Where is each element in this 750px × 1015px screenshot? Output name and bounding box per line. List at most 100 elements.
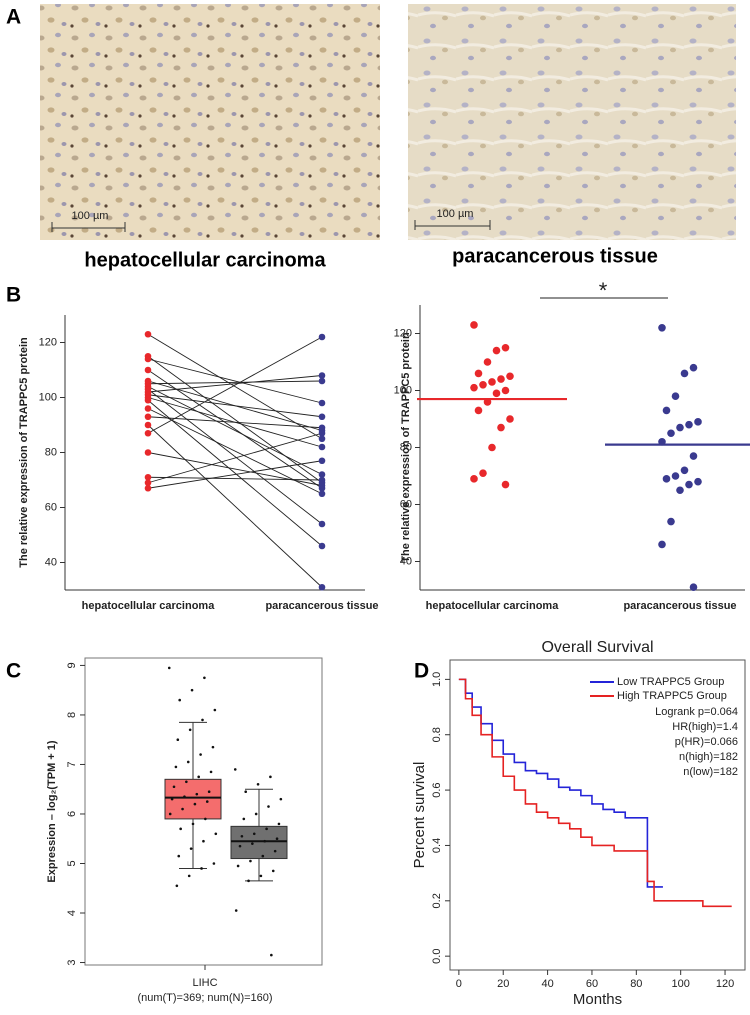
x-tick-label: hepatocellular carcinoma xyxy=(82,600,216,612)
y-tick-label: 1.0 xyxy=(431,672,443,687)
point xyxy=(277,822,281,826)
point xyxy=(265,827,268,831)
scale-bar-label: 100 µm xyxy=(72,210,109,222)
pair-line xyxy=(147,386,323,475)
image-caption: hepatocellular carcinoma xyxy=(84,249,326,271)
point xyxy=(213,708,217,712)
x-tick-label: 0 xyxy=(456,978,462,990)
y-tick-label: 120 xyxy=(39,336,57,348)
dot xyxy=(506,372,514,381)
x-tick-label: 120 xyxy=(716,978,734,990)
y-tick-label: 0.6 xyxy=(431,782,443,797)
x-tick-label: 60 xyxy=(586,978,598,990)
dot xyxy=(497,375,505,383)
dot xyxy=(689,452,698,460)
y-tick-label: 100 xyxy=(394,384,412,396)
y-tick-label: 8 xyxy=(66,712,78,718)
dot xyxy=(318,520,326,528)
y-tick-label: 5 xyxy=(66,860,78,866)
dot xyxy=(318,542,326,550)
box xyxy=(230,825,288,860)
dot xyxy=(144,479,152,487)
dot xyxy=(470,383,478,392)
dot xyxy=(474,369,483,378)
dot xyxy=(680,466,689,475)
y-tick-label: 40 xyxy=(45,556,57,568)
point xyxy=(212,862,216,865)
point xyxy=(256,782,260,786)
point xyxy=(202,839,205,843)
dot xyxy=(318,443,326,451)
dot xyxy=(144,449,152,456)
y-tick-label: 80 xyxy=(45,446,57,458)
x-tick-label: 40 xyxy=(541,978,553,990)
dot xyxy=(685,480,693,489)
dot xyxy=(492,346,501,355)
pair-line xyxy=(147,394,323,418)
dot xyxy=(144,421,152,429)
pair-line xyxy=(147,380,323,385)
dot xyxy=(144,429,152,437)
dot xyxy=(318,482,326,489)
point xyxy=(273,849,277,853)
dot xyxy=(318,413,326,421)
point xyxy=(168,812,172,816)
point xyxy=(251,842,254,845)
panel-label: D xyxy=(414,660,429,683)
y-tick-label: 0.8 xyxy=(431,727,443,742)
plot-frame xyxy=(449,659,746,971)
dot xyxy=(318,471,326,478)
dot xyxy=(671,392,680,401)
point xyxy=(201,718,204,722)
point xyxy=(195,792,199,796)
y-tick-label: 80 xyxy=(400,441,412,453)
dot xyxy=(694,418,702,426)
x-axis-label: LIHC xyxy=(192,977,217,989)
point xyxy=(211,745,215,749)
dot xyxy=(658,540,666,549)
point xyxy=(181,807,184,811)
point xyxy=(199,753,202,756)
significance-mark: * xyxy=(599,278,608,303)
dot xyxy=(318,333,326,341)
x-tick-label: paracancerous tissue xyxy=(265,600,378,612)
dot xyxy=(662,406,671,415)
dot xyxy=(488,443,496,452)
point xyxy=(191,822,195,826)
dot xyxy=(479,381,487,389)
point xyxy=(269,775,272,779)
point xyxy=(189,847,193,850)
dot xyxy=(144,396,152,404)
dot xyxy=(479,469,487,477)
pair-line xyxy=(147,375,323,393)
legend-label: High TRAPPC5 Group xyxy=(617,690,727,702)
dot xyxy=(470,475,478,483)
pair-line xyxy=(147,336,323,434)
dot xyxy=(474,406,483,415)
pair-line xyxy=(147,388,323,525)
point xyxy=(234,909,238,912)
y-tick-label: 0.4 xyxy=(431,838,443,853)
x-tick-label: 80 xyxy=(630,978,642,990)
y-tick-label: 100 xyxy=(39,391,57,403)
stat-annotation: Logrank p=0.064 xyxy=(655,706,738,718)
scale-bar-label: 100 µm xyxy=(437,208,474,220)
pair-line xyxy=(147,460,323,489)
dot xyxy=(144,355,152,363)
point xyxy=(214,832,218,836)
image-caption: paracancerous tissue xyxy=(452,245,658,267)
point xyxy=(279,797,283,801)
dot xyxy=(144,484,152,492)
x-tick-label: hepatocellular carcinoma xyxy=(426,600,560,612)
dot xyxy=(497,423,505,432)
y-axis-label: Percent survival xyxy=(411,762,428,869)
point xyxy=(203,676,206,680)
point xyxy=(207,790,211,793)
y-tick-label: 120 xyxy=(394,327,412,339)
point xyxy=(193,802,197,806)
y-tick-label: 0.2 xyxy=(431,893,443,908)
point xyxy=(167,666,171,670)
point xyxy=(197,775,200,779)
point xyxy=(188,728,192,732)
x-tick-label: paracancerous tissue xyxy=(623,600,736,612)
